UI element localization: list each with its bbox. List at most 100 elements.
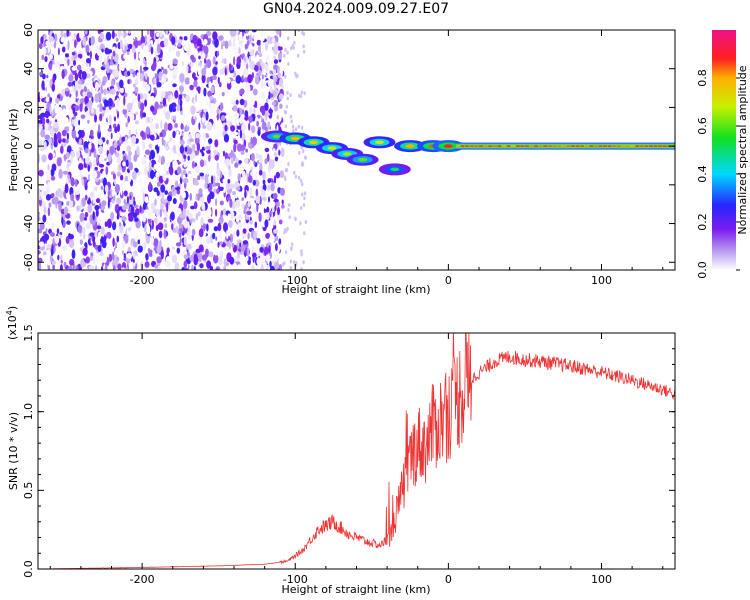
- noise-cell: [302, 260, 305, 265]
- noise-cell: [101, 48, 104, 53]
- noise-cell: [249, 42, 253, 52]
- noise-cell: [81, 62, 87, 70]
- noise-cell: [47, 164, 50, 172]
- noise-cell: [49, 62, 53, 71]
- noise-cell: [119, 79, 124, 89]
- signal-blob: [443, 144, 453, 148]
- steady-band-core: [460, 145, 465, 147]
- noise-cell: [218, 186, 225, 191]
- noise-cell: [68, 247, 72, 256]
- noise-cell: [206, 59, 212, 69]
- noise-cell: [249, 60, 255, 70]
- noise-cell: [156, 43, 161, 54]
- noise-cell: [265, 43, 268, 51]
- noise-cell: [186, 173, 192, 182]
- noise-cell: [153, 77, 157, 85]
- noise-cell: [266, 88, 269, 98]
- noise-cell: [147, 217, 152, 225]
- noise-cell: [230, 125, 236, 132]
- noise-cell: [277, 72, 282, 78]
- noise-cell: [112, 50, 116, 57]
- noise-cell: [262, 171, 266, 180]
- noise-cell: [208, 165, 215, 175]
- noise-cell: [273, 219, 277, 226]
- noise-cell: [262, 179, 266, 185]
- noise-cell: [283, 230, 286, 235]
- steady-band-core: [479, 145, 483, 147]
- noise-cell: [123, 95, 126, 106]
- noise-cell: [65, 139, 69, 144]
- noise-cell: [203, 87, 207, 97]
- noise-cell: [248, 161, 251, 172]
- colorbar-tick-label: 0.0: [696, 261, 709, 279]
- noise-cell: [40, 36, 44, 45]
- noise-cell: [199, 221, 202, 230]
- noise-cell: [212, 31, 218, 41]
- noise-cell: [165, 111, 171, 120]
- noise-cell: [83, 176, 86, 187]
- noise-cell: [59, 234, 62, 239]
- noise-cell: [124, 175, 129, 182]
- noise-cell: [45, 194, 51, 201]
- noise-cell: [244, 43, 248, 50]
- noise-cell: [226, 121, 231, 126]
- noise-cell: [168, 141, 173, 148]
- noise-cell: [98, 155, 105, 165]
- noise-cell: [274, 254, 279, 262]
- noise-cell: [243, 57, 246, 62]
- noise-cell: [85, 44, 90, 54]
- noise-cell: [197, 252, 203, 262]
- noise-cell: [176, 166, 182, 175]
- noise-cell: [231, 80, 236, 88]
- noise-cell: [108, 114, 112, 125]
- noise-cell: [133, 154, 138, 162]
- noise-cell: [227, 179, 231, 184]
- noise-cell: [41, 154, 47, 163]
- noise-cell: [95, 264, 98, 270]
- noise-cell: [266, 184, 272, 191]
- noise-cell: [253, 160, 256, 166]
- noise-cell: [79, 169, 82, 178]
- noise-cell: [303, 91, 306, 96]
- noise-cell: [114, 139, 117, 148]
- steady-band-core: [483, 145, 488, 147]
- noise-cell: [223, 133, 230, 143]
- noise-cell: [171, 45, 175, 51]
- noise-cell: [76, 133, 79, 138]
- noise-cell: [108, 97, 113, 107]
- noise-cell: [234, 199, 241, 208]
- noise-cell: [70, 155, 73, 165]
- noise-cell: [222, 178, 228, 184]
- steady-band-core: [543, 145, 548, 147]
- noise-cell: [46, 175, 49, 182]
- noise-cell: [216, 130, 223, 138]
- noise-cell: [203, 45, 209, 55]
- noise-cell: [266, 153, 270, 162]
- noise-cell: [269, 85, 273, 93]
- noise-cell: [212, 56, 216, 65]
- noise-cell: [38, 140, 43, 149]
- noise-cell: [147, 247, 151, 254]
- noise-cell: [179, 232, 182, 238]
- noise-cell: [210, 175, 214, 185]
- noise-cell: [117, 30, 122, 37]
- noise-cell: [74, 80, 79, 89]
- noise-cell: [154, 73, 158, 79]
- noise-cell: [68, 233, 71, 238]
- noise-cell: [292, 260, 296, 265]
- noise-cell: [195, 112, 200, 119]
- noise-cell: [190, 50, 193, 56]
- spectrogram-panel: -200 -100 0 100 60 40 20 0 -20 -40 -60 Height of s…: [7, 23, 676, 296]
- steady-band-core: [639, 145, 644, 147]
- noise-cell: [284, 124, 287, 129]
- noise-cell: [162, 68, 168, 76]
- noise-cell: [171, 254, 177, 264]
- noise-cell: [302, 203, 306, 207]
- noise-cell: [229, 256, 235, 265]
- noise-cell: [185, 94, 191, 103]
- noise-cell: [42, 49, 47, 55]
- noise-cell: [177, 39, 183, 45]
- noise-cell: [43, 141, 47, 150]
- noise-cell: [170, 161, 173, 169]
- noise-cell: [83, 233, 86, 240]
